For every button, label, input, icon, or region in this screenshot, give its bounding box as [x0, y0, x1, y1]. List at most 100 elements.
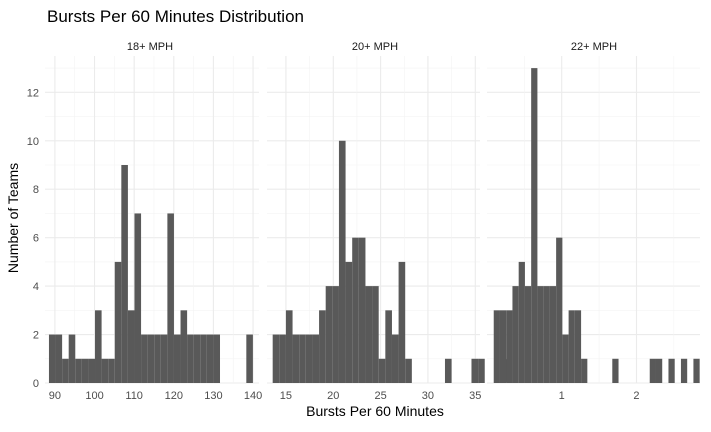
histogram-bar — [134, 213, 142, 383]
histogram-bar — [88, 358, 96, 383]
histogram-bar — [518, 261, 525, 383]
x-tick-label: 120 — [165, 390, 183, 402]
histogram-bar — [121, 165, 128, 383]
histogram-bar — [612, 358, 619, 383]
histogram-bar — [562, 334, 569, 383]
facet-strip-label: 22+ MPH — [571, 41, 617, 53]
x-tick-label: 130 — [204, 390, 222, 402]
histogram-bar — [332, 286, 339, 383]
histogram-bar — [213, 334, 221, 383]
histogram-bar — [478, 358, 485, 383]
histogram-bar — [246, 334, 253, 383]
x-tick-label: 20 — [327, 390, 339, 402]
histogram-bar — [506, 310, 513, 383]
histogram-bar — [655, 358, 663, 383]
x-tick-label: 110 — [125, 390, 143, 402]
histogram-bar — [499, 310, 507, 383]
histogram-bar — [365, 286, 373, 383]
histogram-bar — [108, 358, 115, 383]
x-tick-label: 30 — [422, 390, 434, 402]
histogram-bar — [391, 334, 399, 383]
histogram-bar — [147, 334, 155, 383]
x-tick-label: 2 — [633, 390, 639, 402]
histogram-bar — [338, 140, 346, 383]
histogram-bar — [581, 358, 588, 383]
histogram-bar — [312, 334, 320, 383]
histogram-bar — [75, 358, 82, 383]
y-tick-label: 2 — [33, 330, 39, 342]
histogram-bar — [398, 261, 406, 383]
histogram-bar — [68, 334, 76, 383]
histogram-bar — [345, 261, 353, 383]
histogram-bar — [385, 310, 392, 383]
histogram-bar — [358, 237, 366, 383]
histogram-bars — [48, 165, 293, 383]
histogram-bar — [372, 286, 379, 383]
histogram-bar — [556, 237, 563, 383]
histogram-bar — [299, 334, 306, 383]
histogram-bar — [141, 334, 148, 383]
histogram-bar — [154, 334, 161, 383]
histogram-bars — [272, 140, 512, 383]
histogram-bar — [378, 358, 386, 383]
histogram-bar — [325, 286, 333, 383]
facet-panel-22mph: 22+ MPH 1 2 — [487, 41, 700, 402]
histogram-bar — [568, 310, 575, 383]
histogram-bar — [524, 286, 532, 383]
histogram-bar — [305, 334, 313, 383]
histogram-bar — [649, 358, 656, 383]
x-tick-label: 35 — [469, 390, 481, 402]
y-axis-label: Number of Teams — [5, 163, 21, 273]
panel-grid — [267, 56, 480, 384]
x-tick-label: 100 — [85, 390, 103, 402]
histogram-bar — [173, 334, 181, 383]
histogram-bar — [537, 286, 544, 383]
histogram-bar — [206, 334, 214, 383]
histogram-bar — [279, 334, 286, 383]
chart-title: Bursts Per 60 Minutes Distribution — [47, 7, 304, 26]
y-tick-label: 12 — [27, 87, 39, 99]
y-axis-ticks: 0 2 4 6 8 10 12 — [27, 87, 39, 390]
histogram-bar — [549, 286, 557, 383]
histogram-bar — [493, 310, 500, 383]
histogram-bar — [405, 358, 412, 383]
histogram-bar — [55, 334, 63, 383]
histogram-bar — [574, 310, 582, 383]
x-tick-label: 1 — [559, 390, 565, 402]
histogram-bar — [187, 334, 194, 383]
histogram-bars — [493, 68, 700, 383]
panel-grid — [45, 56, 259, 384]
histogram-bar — [127, 310, 135, 383]
x-axis-label: Bursts Per 60 Minutes — [306, 403, 444, 419]
facet-strip-label: 18+ MPH — [127, 41, 173, 53]
histogram-bar — [668, 358, 675, 383]
histogram-bar — [167, 213, 174, 383]
histogram-bar — [272, 334, 280, 383]
histogram-bar — [160, 334, 168, 383]
histogram-bar — [48, 334, 56, 383]
histogram-bar — [81, 358, 89, 383]
y-tick-label: 4 — [33, 281, 39, 293]
histogram-bar — [693, 358, 700, 383]
histogram-bar — [285, 310, 293, 383]
histogram-bar — [543, 286, 550, 383]
histogram-bar — [193, 334, 201, 383]
y-tick-label: 8 — [33, 184, 39, 196]
histogram-bar — [62, 358, 69, 383]
histogram-bar — [512, 286, 519, 383]
x-tick-label: 90 — [49, 390, 61, 402]
histogram-bar — [531, 68, 538, 383]
facet-panel-20mph: 20+ MPH 15 20 25 30 35 — [267, 41, 512, 402]
y-tick-label: 10 — [27, 136, 39, 148]
histogram-bar — [319, 310, 326, 383]
y-tick-label: 6 — [33, 233, 39, 245]
histogram-bar — [180, 310, 188, 383]
histogram-bar — [292, 334, 300, 383]
histogram-bar — [471, 358, 479, 383]
histogram-bar — [114, 261, 122, 383]
facet-strip-label: 20+ MPH — [352, 41, 398, 53]
histogram-bar — [95, 310, 102, 383]
y-tick-label: 0 — [33, 378, 39, 390]
